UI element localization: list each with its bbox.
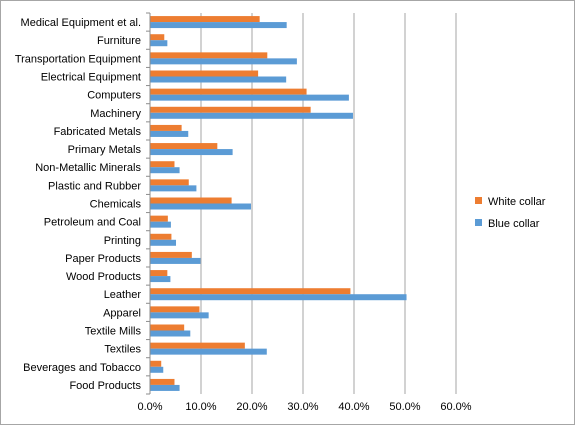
bar-blue-collar <box>150 294 407 301</box>
category-label: Electrical Equipment <box>41 72 141 84</box>
bar-blue-collar <box>150 330 191 337</box>
bar-blue-collar <box>150 203 251 210</box>
bar-blue-collar <box>150 112 353 119</box>
legend-label-blue-collar: Blue collar <box>488 218 540 230</box>
bar-blue-collar <box>150 348 267 355</box>
x-tick-labels: 0.0% 10.0% 20.0% 30.0% 40.0% 50.0% 60.0% <box>137 401 471 413</box>
bar-white-collar <box>150 288 351 295</box>
category-label: Food Products <box>69 380 141 392</box>
bar-white-collar <box>150 161 175 168</box>
bar-white-collar <box>150 16 260 23</box>
bar-white-collar <box>150 251 192 258</box>
category-label: Machinery <box>90 108 141 120</box>
category-label: Medical Equipment et al. <box>21 17 141 29</box>
category-labels: Medical Equipment et al. Furniture Transpo… <box>15 17 142 392</box>
category-label: Computers <box>87 90 141 102</box>
category-label: Textiles <box>104 344 141 356</box>
bar-white-collar <box>150 324 185 331</box>
bar-blue-collar <box>150 76 287 83</box>
category-label: Apparel <box>103 307 141 319</box>
bar-blue-collar <box>150 366 164 373</box>
bar-white-collar <box>150 360 162 367</box>
bar-blue-collar <box>150 312 209 319</box>
x-tick-label: 40.0% <box>338 401 369 413</box>
legend-swatch-blue-collar <box>475 219 482 226</box>
bar-white-collar <box>150 34 165 41</box>
bar-white-collar <box>150 342 245 349</box>
bar-white-collar <box>150 215 168 222</box>
bar-white-collar <box>150 106 311 113</box>
category-label: Furniture <box>97 35 141 47</box>
x-tick-label: 50.0% <box>389 401 420 413</box>
legend-label-white-collar: White collar <box>488 196 546 208</box>
x-tick-label: 0.0% <box>137 401 162 413</box>
category-label: Printing <box>104 235 141 247</box>
category-label: Transportation Equipment <box>15 53 141 65</box>
bar-blue-collar <box>150 40 168 47</box>
x-tick-label: 30.0% <box>287 401 318 413</box>
bar-white-collar <box>150 233 172 240</box>
category-label: Leather <box>104 289 142 301</box>
bar-blue-collar <box>150 384 180 391</box>
bar-white-collar <box>150 124 182 131</box>
category-label: Chemicals <box>90 199 142 211</box>
bar-blue-collar <box>150 276 171 283</box>
bar-blue-collar <box>150 94 349 101</box>
category-label: Paper Products <box>65 253 141 265</box>
category-label: Primary Metals <box>68 144 142 156</box>
category-label: Petroleum and Coal <box>44 217 141 229</box>
bar-white-collar <box>150 270 168 277</box>
bar-blue-collar <box>150 221 171 228</box>
bar-white-collar <box>150 179 189 186</box>
category-label: Plastic and Rubber <box>48 180 141 192</box>
legend: White collar Blue collar <box>475 196 546 230</box>
bars <box>150 16 407 391</box>
x-tick-label: 60.0% <box>440 401 471 413</box>
y-axis <box>146 12 151 395</box>
bar-white-collar <box>150 88 307 95</box>
bar-blue-collar <box>150 22 287 29</box>
bar-blue-collar <box>150 130 189 137</box>
x-tick-label: 20.0% <box>236 401 267 413</box>
x-tick-label: 10.0% <box>185 401 216 413</box>
bar-blue-collar <box>150 58 297 65</box>
bar-blue-collar <box>150 185 197 192</box>
bar-white-collar <box>150 378 175 385</box>
bar-white-collar <box>150 52 268 59</box>
category-label: Fabricated Metals <box>54 126 142 138</box>
bar-white-collar <box>150 306 200 313</box>
category-label: Non-Metallic Minerals <box>35 162 141 174</box>
bar-blue-collar <box>150 149 233 156</box>
category-label: Textile Mills <box>85 326 142 338</box>
legend-swatch-white-collar <box>475 197 482 204</box>
bar-white-collar <box>150 197 232 204</box>
bar-blue-collar <box>150 257 201 264</box>
category-label: Beverages and Tobacco <box>23 362 141 374</box>
category-label: Wood Products <box>66 271 142 283</box>
bar-white-collar <box>150 70 259 77</box>
bar-white-collar <box>150 143 218 150</box>
bar-blue-collar <box>150 167 180 174</box>
bar-blue-collar <box>150 239 177 246</box>
